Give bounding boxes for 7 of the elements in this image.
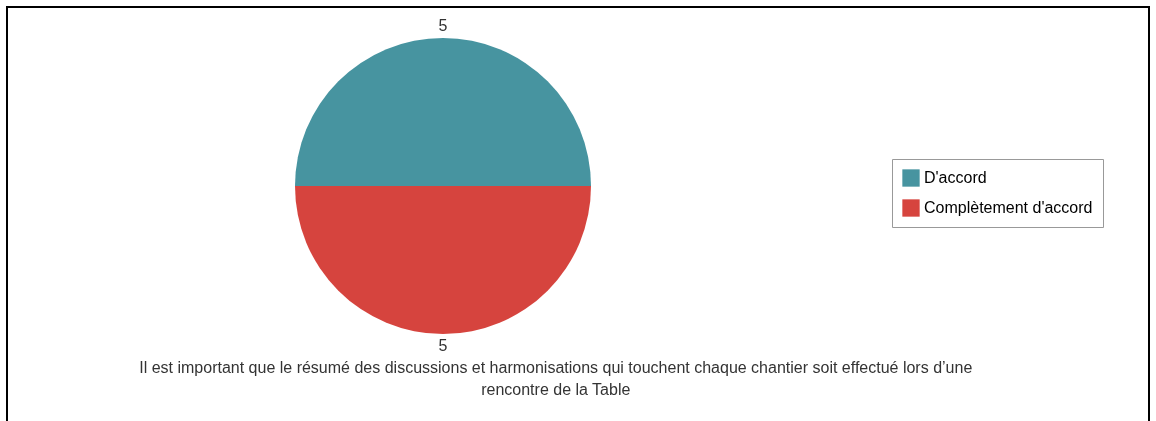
- pie-slice: [295, 186, 591, 334]
- data-label: 5: [438, 17, 448, 34]
- text: Il est important que le résumé des discussions et harmonisations qui touchent chaque chantier soit effectué lors d’une rencontre de la Table: [139, 359, 973, 398]
- pie-slice: [295, 38, 591, 186]
- legend-label: D'accord: [924, 169, 987, 186]
- legend-label: Complètement d'accord: [924, 199, 1093, 216]
- data-label: 5: [438, 337, 448, 354]
